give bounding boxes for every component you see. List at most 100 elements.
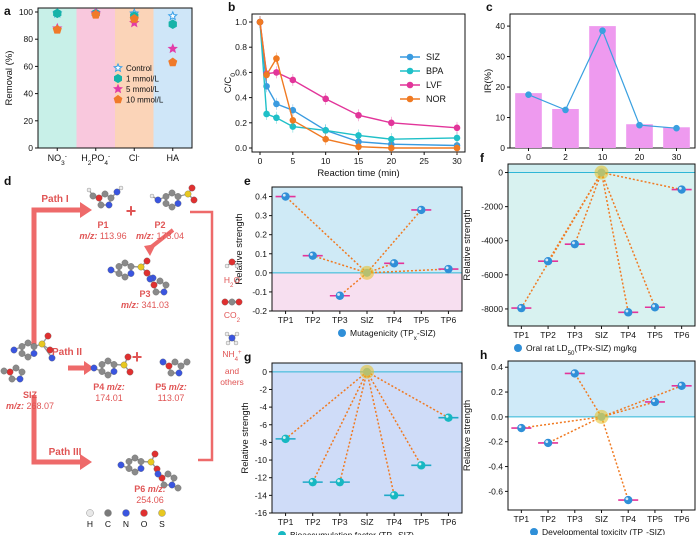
point-highlight xyxy=(418,462,422,466)
y-tick-label: 0.0 xyxy=(491,412,503,422)
x-tick-label: 25 xyxy=(419,156,429,166)
data-point xyxy=(650,397,660,407)
y-tick-label: 0.1 xyxy=(255,249,267,259)
connector-line xyxy=(312,254,368,274)
atom xyxy=(160,481,168,489)
y-axis-label: Relative strength xyxy=(462,400,473,471)
bar xyxy=(663,127,690,148)
x-tick-label: 5 xyxy=(290,156,295,166)
legend-marker xyxy=(406,81,414,89)
region-negative xyxy=(508,416,695,510)
legend-element: H xyxy=(87,519,93,529)
atom xyxy=(175,369,183,377)
data-point xyxy=(636,121,643,129)
chart-h: TP1 TP2 TP3 SIZ TP4 TP5 TP6 -0.6 -0.4 -0.2 0.0 0.2 0… xyxy=(462,360,696,540)
x-tick-label: TP4 xyxy=(386,517,402,527)
label-P4: P4 m/z: 174.01 xyxy=(93,382,125,403)
x-tick-label: TP5 xyxy=(413,517,429,527)
x-tick-label: 0 xyxy=(526,152,531,162)
mz-prefix: m/z: xyxy=(121,300,142,310)
caption-marker xyxy=(278,531,286,539)
y-tick-label: -2000 xyxy=(481,202,503,212)
legend-label: 5 mmol/L xyxy=(126,85,159,94)
data-point xyxy=(677,185,686,194)
data-point xyxy=(517,423,526,433)
atom xyxy=(18,343,26,350)
point-highlight xyxy=(391,492,395,496)
x-tick-label: TP5 xyxy=(647,330,663,340)
data-point xyxy=(389,259,399,268)
mz-value: 341.03 xyxy=(141,300,169,310)
y-tick-label: -0.1 xyxy=(252,287,267,297)
data-point xyxy=(525,91,532,98)
atom xyxy=(18,368,26,376)
data-point xyxy=(129,13,139,23)
text-span: NH xyxy=(222,349,234,359)
legend-label: 1 mmol/L xyxy=(126,75,159,84)
atom xyxy=(125,458,133,465)
y-tick-label: -4000 xyxy=(481,236,503,246)
atom xyxy=(152,288,160,296)
atom xyxy=(16,375,24,383)
label-P6: P6 m/z: 254.06 xyxy=(134,484,166,505)
legend-element: N xyxy=(123,519,129,529)
panel-label-c: c xyxy=(486,0,493,14)
atom xyxy=(177,362,185,370)
mz-value: 268.07 xyxy=(26,401,54,411)
x-tick-label: 15 xyxy=(354,156,364,166)
text-span: Cl xyxy=(129,153,138,163)
chart-f: TP1 TP2 TP3 SIZ TP4 TP5 TP6 -8000 -6000 -4000 -200… xyxy=(462,163,696,357)
mz-value: 113.96 xyxy=(100,231,127,241)
atom xyxy=(127,263,135,270)
data-point xyxy=(444,264,453,274)
y-tick-label: 0.0 xyxy=(235,143,247,153)
atom xyxy=(38,340,46,348)
atom xyxy=(146,275,154,283)
atom xyxy=(164,470,172,478)
x-tick-label: TP3 xyxy=(332,315,348,325)
data-point xyxy=(53,8,62,19)
atom xyxy=(118,185,124,191)
y-tick-label: -6000 xyxy=(481,270,503,280)
x-tick-label: TP3 xyxy=(567,330,583,340)
x-tick-label: 30 xyxy=(452,156,462,166)
atom xyxy=(151,450,159,458)
atom xyxy=(131,468,139,476)
atom xyxy=(18,350,26,357)
y-tick-label: -8 xyxy=(259,437,267,447)
y-tick-label: 60 xyxy=(24,61,34,71)
panel-label-a: a xyxy=(4,4,11,18)
y-tick-label: -14 xyxy=(255,490,268,500)
x-tick-label: 0 xyxy=(258,156,263,166)
atom xyxy=(234,331,240,337)
x-tick-label: 30 xyxy=(672,152,682,162)
data-point xyxy=(289,76,297,84)
y-tick-label: -0.6 xyxy=(488,486,503,496)
y-tick-label: -2 xyxy=(259,384,267,394)
connector-line xyxy=(521,416,602,429)
connector-line xyxy=(312,371,368,483)
text-span: -SIZ) xyxy=(646,527,665,535)
text-span: NO xyxy=(48,153,62,163)
point-highlight xyxy=(678,186,682,190)
point-highlight xyxy=(337,293,340,296)
atom xyxy=(12,364,20,372)
atom xyxy=(233,340,239,346)
region-negative xyxy=(272,371,462,513)
x-tick-label: TP4 xyxy=(386,315,402,325)
data-point xyxy=(355,111,362,119)
path-label: Path I xyxy=(41,194,68,205)
product-name: P4 xyxy=(93,382,107,392)
molecule-NH4 xyxy=(224,331,240,346)
data-point xyxy=(363,367,371,376)
atom xyxy=(234,263,240,269)
connector-line xyxy=(574,172,603,245)
bar xyxy=(515,93,542,148)
y-tick-label: 0.4 xyxy=(255,192,267,202)
connector-line xyxy=(285,195,368,274)
y-tick-label: -16 xyxy=(255,508,268,518)
atom xyxy=(0,367,8,375)
